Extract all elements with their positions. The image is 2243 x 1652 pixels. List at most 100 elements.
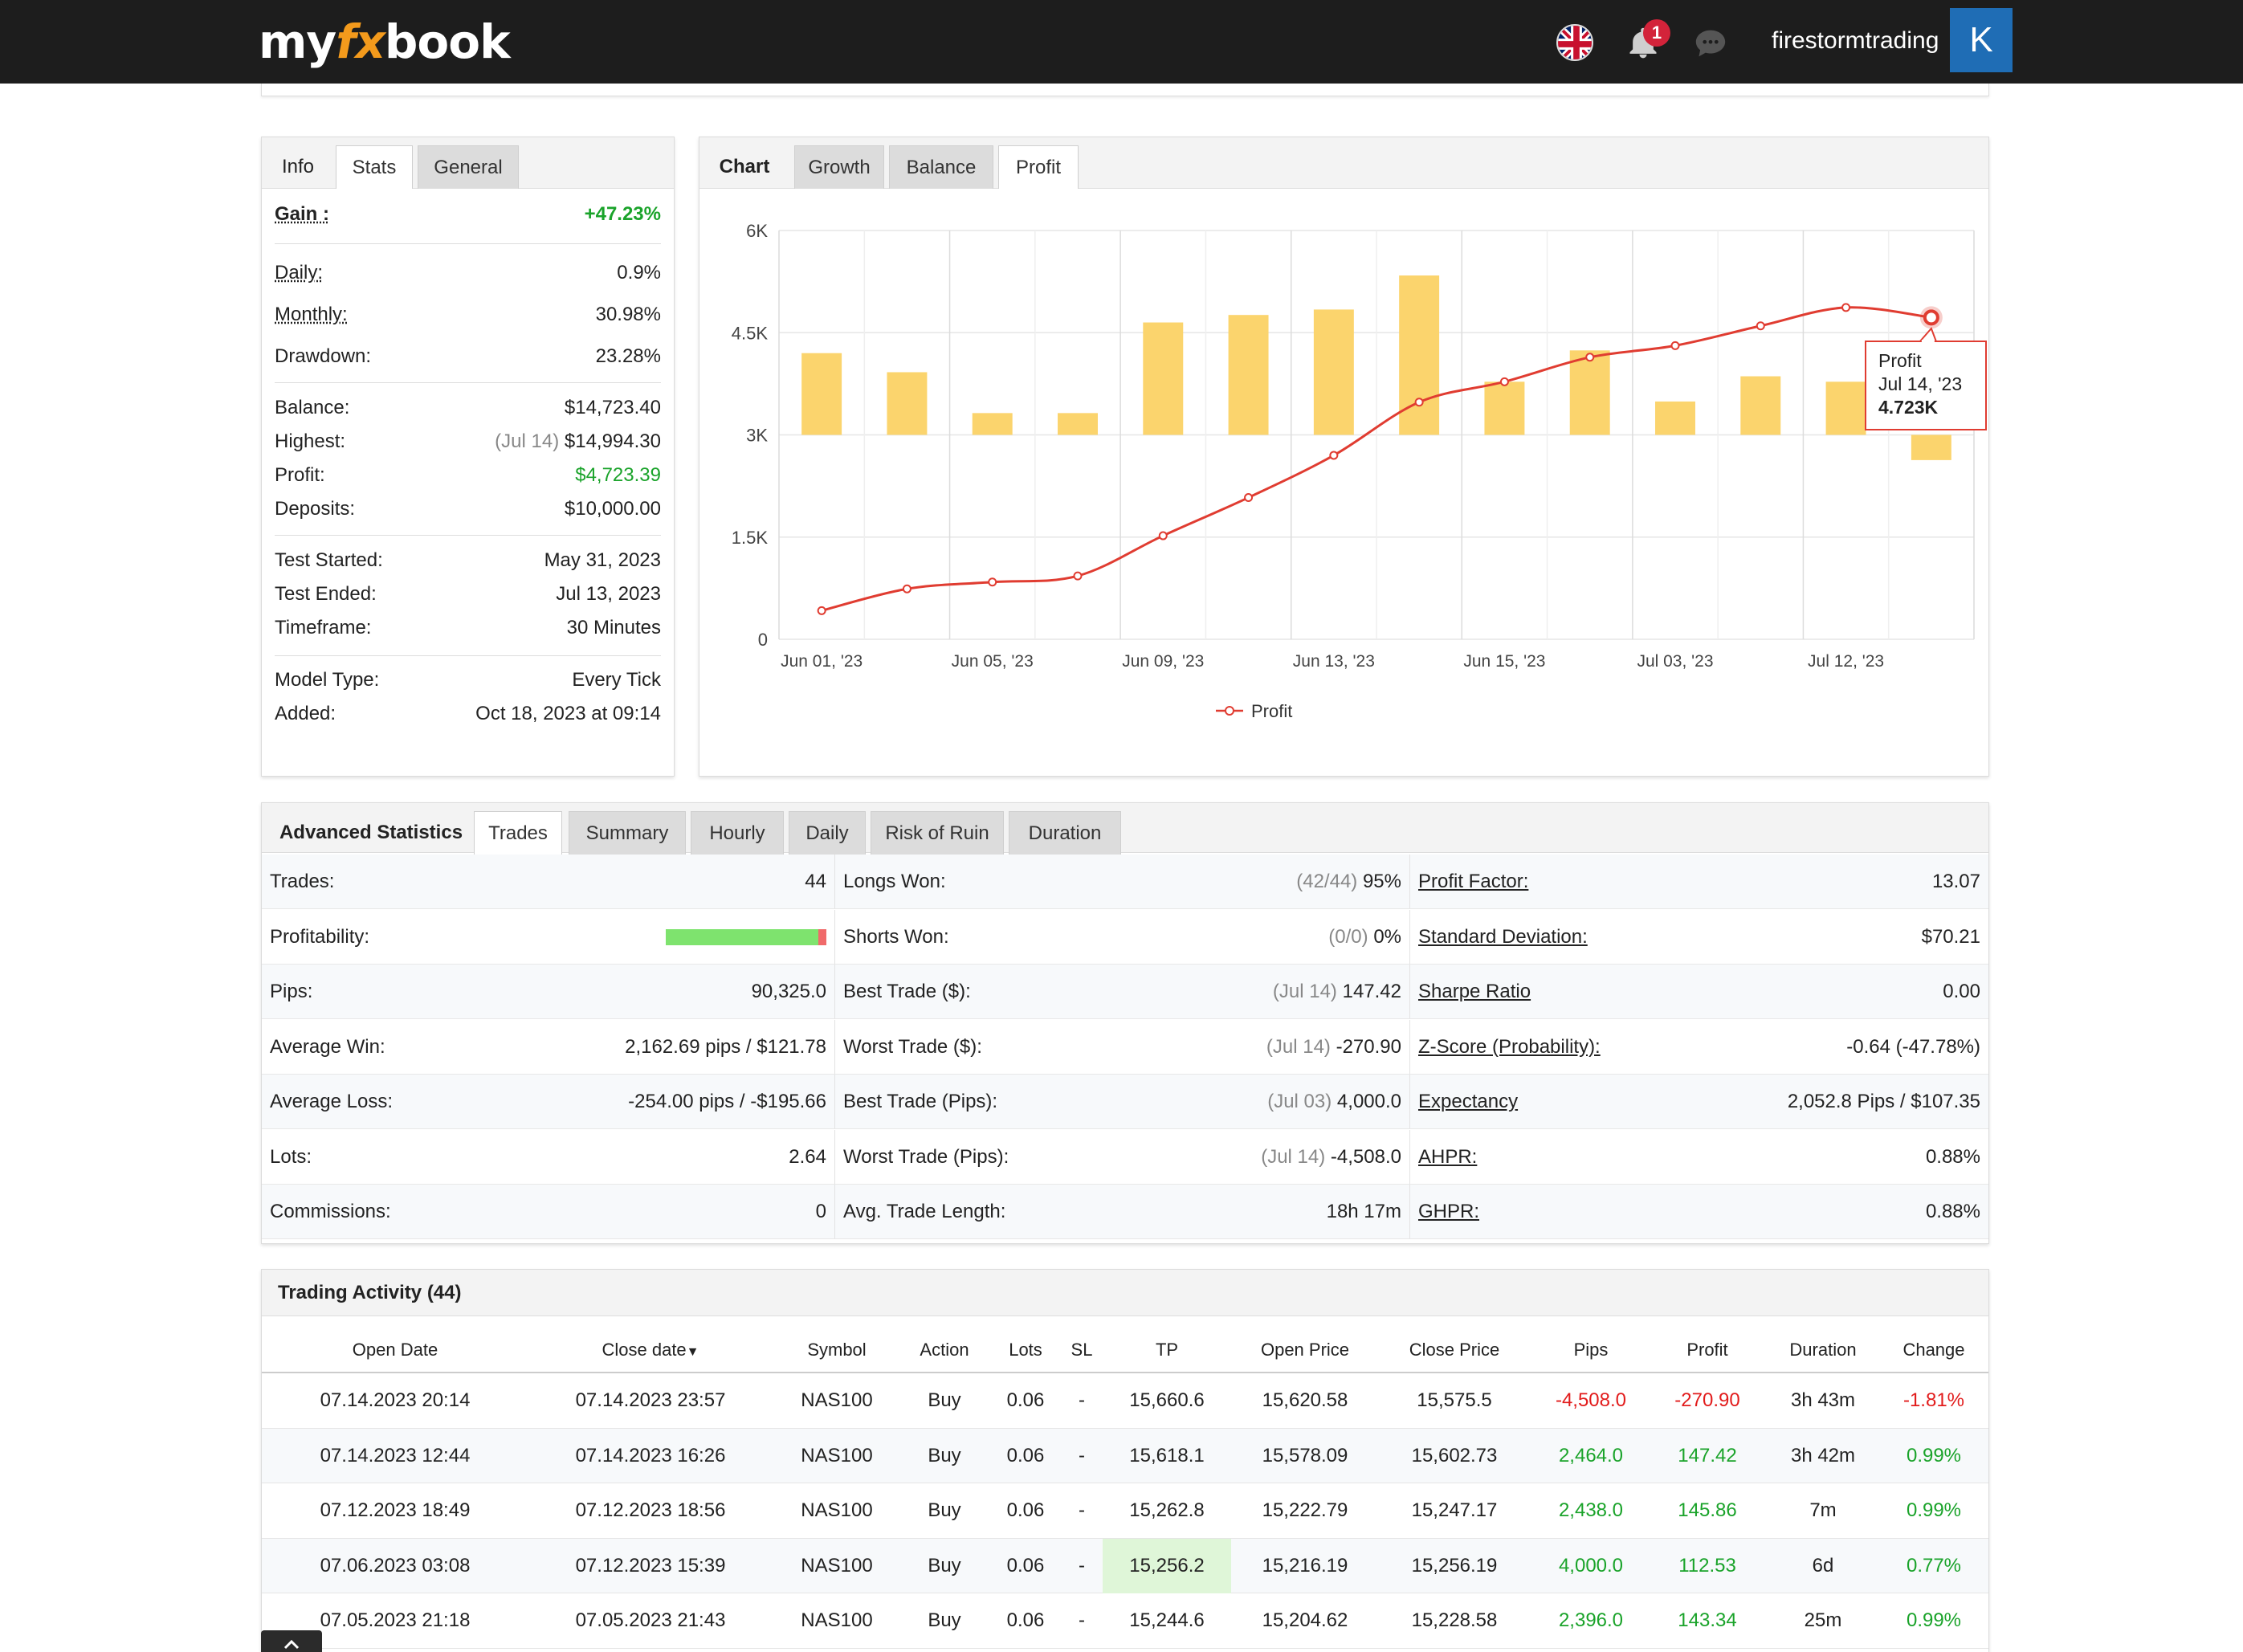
adv-stat-right-2: Sharpe Ratio 0.00 — [1410, 965, 1988, 1019]
table-cell: NAS100 — [801, 1389, 873, 1411]
logo-my: my — [259, 14, 336, 69]
tab-chart[interactable]: Chart — [719, 156, 770, 177]
chart-tabs: Chart Growth Balance Profit — [699, 137, 1988, 189]
column-header-close-date[interactable]: Close date▼ — [570, 1340, 731, 1360]
table-row[interactable] — [262, 1593, 1988, 1649]
column-header-label: Close date — [602, 1340, 687, 1360]
tab-general[interactable]: General — [418, 145, 519, 189]
adv-stat-value-text: -254.00 pips / -$195.66 — [628, 1091, 826, 1112]
profit-bar — [1228, 315, 1269, 435]
column-header-lots[interactable]: Lots — [945, 1340, 1106, 1360]
table-cell: 0.06 — [1006, 1389, 1045, 1411]
table-cell: Buy — [928, 1389, 961, 1411]
highest-value: $14,994.30 — [564, 430, 661, 452]
column-header-change[interactable]: Change — [1854, 1340, 2014, 1360]
profit-chart[interactable]: 0 1.5K 3K 4.5K 6K Jun 01, '23 Jun 05, '23 Jun 0… — [699, 189, 1990, 777]
scroll-up-button[interactable] — [261, 1630, 322, 1652]
adv-stat-value: 0 — [816, 1185, 826, 1239]
added-value: Oct 18, 2023 at 09:14 — [475, 703, 661, 724]
adv-stat-value-text: -0.64 (-47.78%) — [1846, 1035, 1980, 1058]
test-ended-label: Test Ended: — [275, 583, 377, 605]
table-cell: 15,222.79 — [1262, 1499, 1348, 1521]
table-row[interactable] — [262, 1483, 1988, 1539]
profit-bar — [1313, 309, 1354, 435]
adv-stat-label: Average Win: — [270, 1035, 385, 1058]
adv-stat-value: $70.21 — [1922, 910, 1980, 965]
table-row[interactable] — [262, 1428, 1988, 1483]
column-header-action[interactable]: Action — [864, 1340, 1025, 1360]
tab-hourly[interactable]: Hourly — [691, 811, 784, 855]
table-cell: 15,228.58 — [1411, 1609, 1498, 1631]
tab-duration[interactable]: Duration — [1009, 811, 1121, 855]
adv-stat-value: 44 — [805, 855, 826, 909]
tab-info[interactable]: Info — [281, 156, 315, 177]
chat-icon[interactable] — [1693, 27, 1728, 59]
column-header-sl[interactable]: SL — [1001, 1340, 1162, 1360]
adv-stat-label[interactable]: Z-Score (Probability): — [1418, 1035, 1601, 1058]
notification-badge[interactable]: 1 — [1643, 19, 1670, 47]
table-cell: Buy — [928, 1444, 961, 1466]
adv-stat-label[interactable]: AHPR: — [1418, 1145, 1478, 1168]
adv-stat-label[interactable]: GHPR: — [1418, 1201, 1480, 1222]
column-header-label: Symbol — [807, 1340, 867, 1360]
tab-risk-of-ruin[interactable]: Risk of Ruin — [871, 811, 1004, 855]
adv-stat-label[interactable]: Profit Factor: — [1418, 871, 1529, 892]
adv-stat-value-text: 95% — [1362, 871, 1401, 892]
adv-stat-mid-3: Worst Trade ($): (Jul 14) -270.90 — [835, 1019, 1410, 1075]
y-tick-label: 6K — [746, 221, 768, 241]
drawdown-label: Drawdown: — [275, 345, 372, 367]
column-header-duration[interactable]: Duration — [1743, 1340, 1903, 1360]
adv-stat-right-4: Expectancy 2,052.8 Pips / $107.35 — [1410, 1075, 1988, 1129]
adv-stat-label[interactable]: Expectancy — [1418, 1091, 1519, 1112]
column-header-open-date[interactable]: Open Date — [315, 1340, 475, 1360]
profit-bar — [1825, 381, 1866, 435]
myfxbook-logo[interactable]: myfxbook — [259, 10, 511, 74]
deposits-value: $10,000.00 — [564, 498, 661, 520]
test-started-value: May 31, 2023 — [544, 549, 661, 571]
uk-flag-icon[interactable] — [1556, 24, 1593, 61]
column-header-open-price[interactable]: Open Price — [1225, 1340, 1385, 1360]
column-header-pips[interactable]: Pips — [1511, 1340, 1671, 1360]
adv-stat-left-5: Lots: 2.64 — [262, 1129, 835, 1185]
column-header-label: SL — [1071, 1340, 1093, 1360]
x-tick-label: Jun 13, '23 — [1293, 652, 1375, 671]
table-cell: 15,247.17 — [1411, 1499, 1498, 1521]
adv-stat-note: (Jul 14) — [1261, 1145, 1326, 1168]
profit-point-active — [1923, 309, 1939, 326]
adv-stat-note: (42/44) — [1296, 871, 1358, 892]
x-tick-label: Jun 15, '23 — [1463, 652, 1545, 671]
tab-balance[interactable]: Balance — [889, 145, 993, 189]
y-tick-label: 3K — [746, 426, 768, 446]
username[interactable]: firestormtrading — [1772, 27, 1939, 54]
column-header-profit[interactable]: Profit — [1627, 1340, 1788, 1360]
adv-stat-right-5: AHPR: 0.88% — [1410, 1129, 1988, 1185]
table-cell: - — [1079, 1609, 1085, 1631]
table-cell: 07.12.2023 18:49 — [320, 1499, 471, 1521]
tab-stats[interactable]: Stats — [336, 145, 413, 189]
column-header-close-price[interactable]: Close Price — [1374, 1340, 1535, 1360]
adv-stat-value-text: -4,508.0 — [1330, 1145, 1401, 1168]
added-label: Added: — [275, 703, 336, 724]
table-cell: 15,660.6 — [1129, 1389, 1205, 1411]
table-cell: 07.05.2023 21:43 — [575, 1609, 726, 1631]
tab-growth[interactable]: Growth — [794, 145, 884, 189]
adv-stat-label[interactable]: Sharpe Ratio — [1418, 981, 1531, 1002]
table-cell: 07.05.2023 21:18 — [320, 1609, 471, 1631]
adv-stat-label[interactable]: Standard Deviation: — [1418, 925, 1588, 948]
tab-summary[interactable]: Summary — [569, 811, 686, 855]
adv-stat-label: Best Trade ($): — [843, 981, 971, 1002]
column-header-tp[interactable]: TP — [1087, 1340, 1247, 1360]
tab-trades[interactable]: Trades — [474, 811, 562, 855]
adv-stat-note: (Jul 03) — [1267, 1091, 1332, 1112]
column-header-symbol[interactable]: Symbol — [757, 1340, 917, 1360]
adv-stat-value: 13.07 — [1932, 855, 1980, 909]
y-tick-label: 4.5K — [732, 323, 769, 343]
adv-stat-left-2: Pips: 90,325.0 — [262, 965, 835, 1019]
tab-profit[interactable]: Profit — [998, 145, 1079, 189]
table-row[interactable] — [262, 1373, 1988, 1429]
sort-down-icon[interactable]: ▼ — [686, 1345, 699, 1359]
top-strip — [261, 84, 1989, 96]
tab-daily[interactable]: Daily — [789, 811, 866, 855]
adv-stat-mid-4: Best Trade (Pips): (Jul 03) 4,000.0 — [835, 1075, 1410, 1129]
avatar[interactable]: K — [1950, 8, 2013, 72]
